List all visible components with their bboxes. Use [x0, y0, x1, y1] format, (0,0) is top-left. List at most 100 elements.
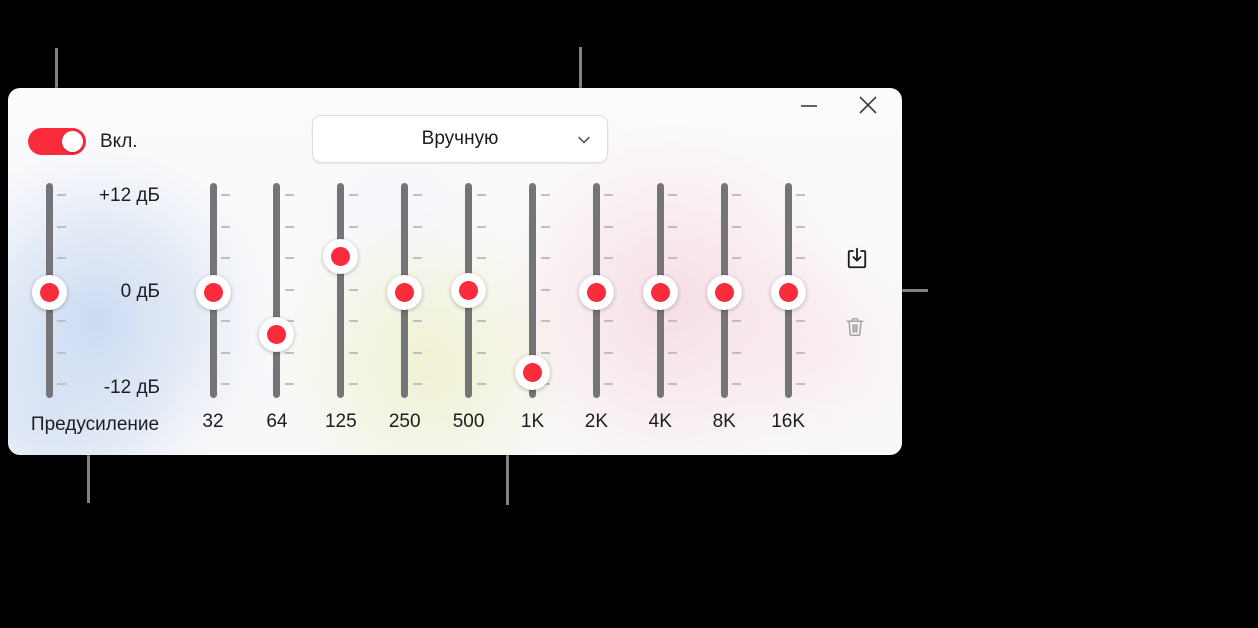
eq-slider-16k-thumb[interactable] — [770, 274, 806, 310]
preset-dropdown[interactable]: Вручную — [312, 115, 608, 163]
tick-mark — [412, 194, 422, 196]
frequency-label-250: 250 — [388, 411, 421, 432]
frequency-label-8k: 8K — [712, 411, 736, 432]
tick-mark — [284, 288, 294, 291]
frequency-label-32: 32 — [202, 411, 224, 432]
tick-mark — [540, 194, 550, 196]
tick-mark — [476, 320, 486, 322]
save-preset-icon — [844, 247, 870, 275]
tick-mark — [412, 351, 422, 354]
preamp-label: Предусиление — [30, 414, 160, 435]
tick-mark — [57, 351, 66, 354]
power-toggle-label: Вкл. — [100, 131, 138, 152]
tick-mark — [284, 194, 294, 196]
tick-mark — [412, 320, 422, 322]
tick-mark — [348, 225, 358, 228]
preset-dropdown-value: Вручную — [421, 128, 499, 149]
frequency-label-64: 64 — [266, 411, 288, 432]
tick-mark — [604, 320, 614, 322]
eq-slider-2k-thumb[interactable] — [578, 274, 614, 310]
thumb-dot — [203, 282, 223, 302]
eq-slider-64-thumb[interactable] — [259, 316, 295, 352]
tick-mark — [221, 320, 230, 322]
tick-mark — [284, 351, 294, 354]
frequency-label-2k: 2K — [584, 411, 609, 432]
close-button[interactable] — [854, 92, 882, 120]
tick-mark — [284, 257, 294, 259]
tick-mark — [732, 225, 742, 228]
tick-mark — [57, 383, 66, 385]
tick-mark — [604, 194, 614, 196]
thumb-dot — [267, 324, 287, 344]
tick-mark — [348, 288, 358, 291]
tick-mark — [732, 351, 742, 354]
save-preset-button[interactable] — [844, 246, 870, 272]
tick-mark — [796, 351, 806, 354]
tick-mark — [732, 194, 742, 196]
tick-mark — [476, 257, 486, 259]
eq-slider-32-thumb[interactable] — [195, 274, 231, 310]
tick-mark — [732, 320, 742, 322]
tick-mark — [221, 225, 230, 228]
tick-mark — [348, 194, 358, 196]
tick-mark — [668, 351, 678, 354]
minimize-icon — [799, 96, 819, 119]
tick-mark — [796, 194, 806, 196]
callout-line-dropdown — [578, 47, 582, 115]
delete-preset-button[interactable] — [843, 315, 867, 339]
db-label-max: +12 дБ — [98, 185, 160, 206]
frequency-label-1k: 1K — [520, 411, 545, 432]
tick-mark — [540, 288, 550, 291]
tick-mark — [668, 320, 678, 322]
frequency-label-16k: 16K — [771, 411, 805, 432]
eq-slider-64-track[interactable] — [273, 183, 281, 398]
eq-slider-1k-thumb[interactable] — [515, 355, 550, 391]
equalizer-window: Вкл. Вручную +12 дБ 0 дБ -12 дБ 32 64 125 2… — [8, 88, 902, 455]
tick-mark — [668, 225, 678, 228]
tick-mark — [221, 351, 230, 354]
thumb-dot — [650, 282, 670, 302]
tick-mark — [284, 383, 294, 385]
preamp-slider-thumb[interactable] — [31, 274, 67, 310]
tick-mark — [221, 194, 230, 196]
tick-mark — [412, 225, 422, 228]
eq-slider-125-thumb[interactable] — [323, 238, 359, 274]
tick-mark — [476, 351, 486, 354]
eq-slider-8k-thumb[interactable] — [706, 274, 742, 310]
eq-slider-250-thumb[interactable] — [387, 274, 423, 310]
tick-mark — [284, 225, 294, 228]
thumb-dot — [459, 280, 479, 300]
frequency-label-500: 500 — [452, 411, 485, 432]
tick-mark — [540, 225, 550, 228]
eq-slider-1k-track[interactable] — [529, 183, 536, 398]
tick-mark — [476, 225, 486, 228]
tick-mark — [604, 383, 614, 385]
tick-mark — [668, 194, 678, 196]
power-toggle[interactable] — [28, 128, 86, 155]
callout-bracket-drop-line — [505, 450, 509, 505]
tick-mark — [796, 225, 806, 228]
tick-mark — [57, 225, 66, 228]
tick-mark — [348, 383, 358, 385]
thumb-dot — [523, 363, 542, 383]
tick-mark — [604, 257, 614, 259]
tick-mark — [540, 257, 550, 259]
tick-mark — [57, 320, 66, 322]
tick-mark — [57, 257, 66, 259]
frequency-label-4k: 4K — [648, 411, 672, 432]
minimize-button[interactable] — [795, 93, 823, 121]
eq-slider-500-thumb[interactable] — [451, 272, 487, 308]
tick-mark — [796, 320, 806, 322]
frequency-label-125: 125 — [324, 411, 357, 432]
tick-mark — [412, 257, 422, 259]
tick-mark — [732, 257, 742, 259]
sliders-area: 32 64 125 250 500 1K 2K 4K 8K 16K — [8, 183, 902, 443]
tick-mark — [540, 320, 550, 322]
tick-mark — [732, 383, 742, 385]
callout-line-preamp — [86, 440, 90, 503]
tick-mark — [668, 257, 678, 259]
tick-mark — [284, 320, 294, 322]
eq-slider-125-track[interactable] — [337, 183, 345, 398]
eq-slider-4k-thumb[interactable] — [642, 274, 678, 310]
trash-icon — [843, 318, 867, 342]
